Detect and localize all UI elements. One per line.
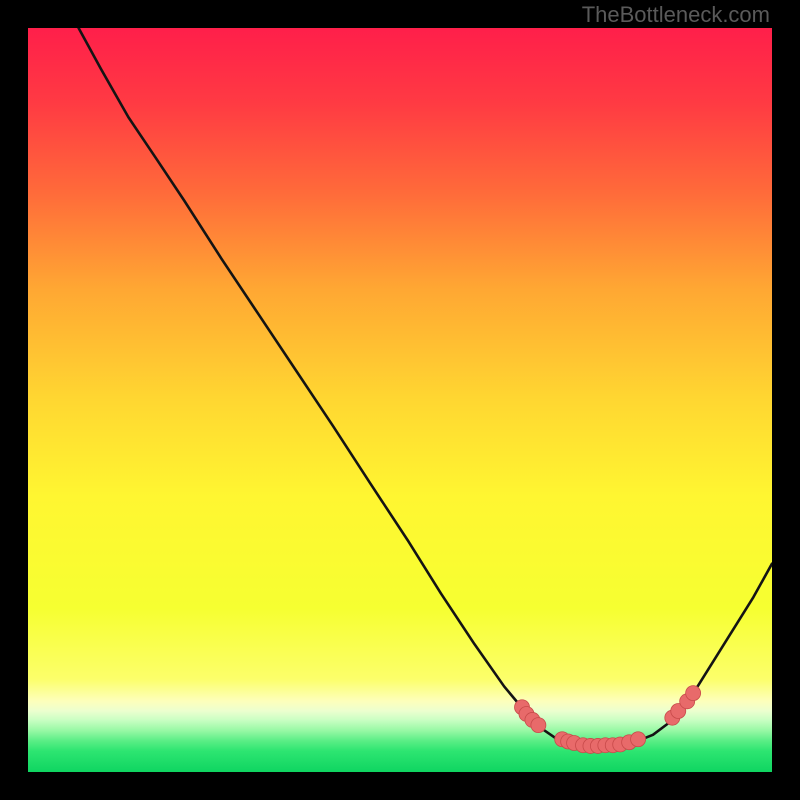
plot-svg (28, 28, 772, 772)
data-marker (686, 686, 701, 701)
plot-area (28, 28, 772, 772)
chart-root: TheBottleneck.com (0, 0, 800, 800)
data-marker (631, 732, 646, 747)
gradient-background (28, 28, 772, 772)
frame-border (772, 0, 800, 800)
data-marker (531, 718, 546, 733)
frame-border (0, 0, 28, 800)
frame-border (0, 772, 800, 800)
watermark-text: TheBottleneck.com (582, 2, 770, 28)
